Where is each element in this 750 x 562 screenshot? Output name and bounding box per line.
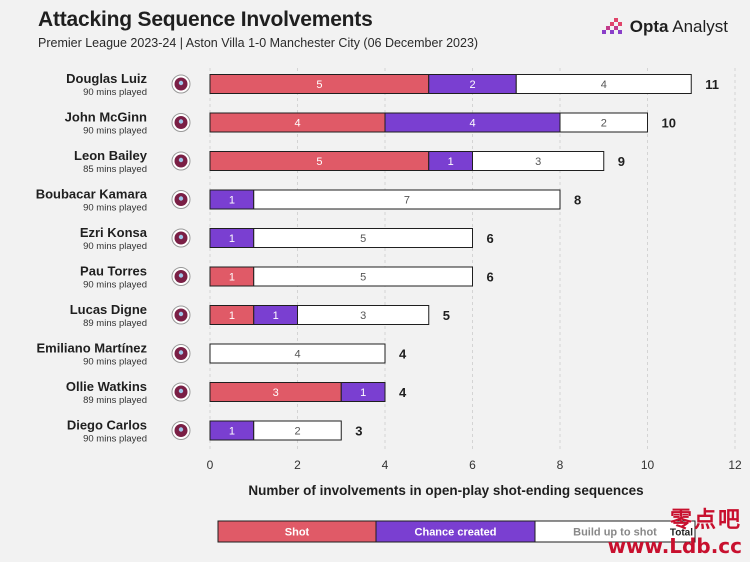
x-tick-label: 4 <box>382 458 389 472</box>
bar-value-label: 5 <box>360 233 366 245</box>
bar-value-label: 5 <box>316 156 322 168</box>
brand-bold: Opta <box>629 17 669 36</box>
x-tick-label: 10 <box>641 458 655 472</box>
bar-value-label: 1 <box>360 387 366 399</box>
total-label: 6 <box>487 270 494 285</box>
bar-value-label: 4 <box>294 349 300 361</box>
legend-total-label: Total <box>670 528 693 539</box>
bar-segment-chance-created <box>340 382 386 402</box>
bar-value-label: 3 <box>360 310 366 322</box>
bar-value-label: 3 <box>273 387 279 399</box>
club-crest-lion <box>178 388 184 394</box>
club-crest-lion <box>178 196 184 201</box>
player-name: Emiliano Martínez <box>36 341 147 356</box>
total-label: 10 <box>662 116 676 131</box>
club-crest-lion <box>178 80 184 86</box>
bar-value-label: 1 <box>229 426 235 438</box>
total-label: 3 <box>355 424 362 439</box>
player-name: John McGinn <box>65 110 147 125</box>
bar-segment-build-up-to-shot <box>253 266 473 287</box>
opta-analyst-logo: Opta Analyst <box>600 16 728 38</box>
x-tick-label: 6 <box>469 458 476 472</box>
minutes-played: 90 mins played <box>83 357 147 368</box>
player-name: Lucas Digne <box>70 302 147 317</box>
x-axis-label: Number of involvements in open-play shot… <box>248 483 643 498</box>
x-tick-label: 2 <box>294 458 301 472</box>
watermark: 零点吧 www.Ldb.cc <box>608 502 742 558</box>
minutes-played: 90 mins played <box>83 87 147 98</box>
bar-value-label: 2 <box>469 79 475 91</box>
watermark-line2: www.Ldb.cc <box>607 534 742 558</box>
bar-value-label: 3 <box>535 156 541 168</box>
player-name: Diego Carlos <box>67 418 147 433</box>
player-name: Boubacar Kamara <box>36 187 148 202</box>
bar-value-label: 1 <box>229 233 235 245</box>
player-name: Ezri Konsa <box>80 225 148 240</box>
bar-segment-build-up-to-shot <box>253 189 561 210</box>
watermark-line1: 零点吧 <box>669 507 742 533</box>
bar-value-label: 4 <box>294 118 300 130</box>
bar-value-label: 4 <box>601 79 607 91</box>
total-label: 4 <box>399 347 407 362</box>
total-label: 6 <box>487 231 494 246</box>
minutes-played: 90 mins played <box>83 280 147 291</box>
bar-value-label: 1 <box>448 156 454 168</box>
club-crest-lion <box>178 119 184 124</box>
club-crest-lion <box>178 234 184 240</box>
bar-value-label: 2 <box>601 118 607 130</box>
bar-segment-build-up-to-shot <box>209 343 386 364</box>
bar-value-label: 2 <box>294 426 300 438</box>
bar-segment-build-up-to-shot <box>472 151 605 171</box>
bar-value-label: 4 <box>469 118 475 130</box>
legend-swatch <box>534 520 696 543</box>
opta-logo-icon <box>601 18 622 34</box>
total-label: 5 <box>443 308 450 323</box>
bar-value-label: 1 <box>273 310 279 322</box>
bar-value-label: 7 <box>404 195 410 207</box>
club-crest-lion <box>178 350 184 355</box>
total-label: 4 <box>399 385 407 400</box>
player-name: Douglas Luiz <box>66 71 147 86</box>
bar-segment-build-up-to-shot <box>559 112 648 133</box>
bar-value-label: 1 <box>229 310 235 322</box>
bar-segment-build-up-to-shot <box>297 305 430 325</box>
total-label: 11 <box>705 77 719 92</box>
legend-label: Build up to shot <box>573 527 657 539</box>
brand-light: Analyst <box>668 17 728 36</box>
total-label: 8 <box>574 193 581 208</box>
player-name: Pau Torres <box>80 264 147 279</box>
minutes-played: 85 mins played <box>83 164 147 175</box>
legend-label: Shot <box>285 527 310 539</box>
minutes-played: 90 mins played <box>83 203 147 214</box>
club-crest-lion <box>178 157 184 163</box>
minutes-played: 90 mins played <box>83 241 147 252</box>
legend-label: Chance created <box>415 527 497 539</box>
bar-value-label: 5 <box>360 272 366 284</box>
chart-subtitle: Premier League 2023-24 | Aston Villa 1-0… <box>38 36 479 50</box>
minutes-played: 89 mins played <box>83 318 147 329</box>
total-label: 9 <box>618 154 625 169</box>
x-tick-label: 0 <box>207 458 214 472</box>
bar-segment-build-up-to-shot <box>253 228 473 248</box>
chart-title: Attacking Sequence Involvements <box>38 8 373 31</box>
bar-value-label: 5 <box>316 79 322 91</box>
x-tick-label: 8 <box>557 458 564 472</box>
x-tick-label: 12 <box>728 458 742 472</box>
club-crest-lion <box>178 311 184 317</box>
bar-segment-build-up-to-shot <box>253 420 342 441</box>
bar-value-label: 1 <box>229 195 235 207</box>
bar-value-label: 1 <box>229 272 235 284</box>
bar-segment-build-up-to-shot <box>515 74 692 94</box>
minutes-played: 90 mins played <box>83 126 147 137</box>
player-name: Ollie Watkins <box>66 379 147 394</box>
player-name: Leon Bailey <box>74 148 148 163</box>
minutes-played: 90 mins played <box>83 434 147 445</box>
minutes-played: 89 mins played <box>83 395 147 406</box>
club-crest-lion <box>178 273 184 278</box>
club-crest-lion <box>178 427 184 432</box>
